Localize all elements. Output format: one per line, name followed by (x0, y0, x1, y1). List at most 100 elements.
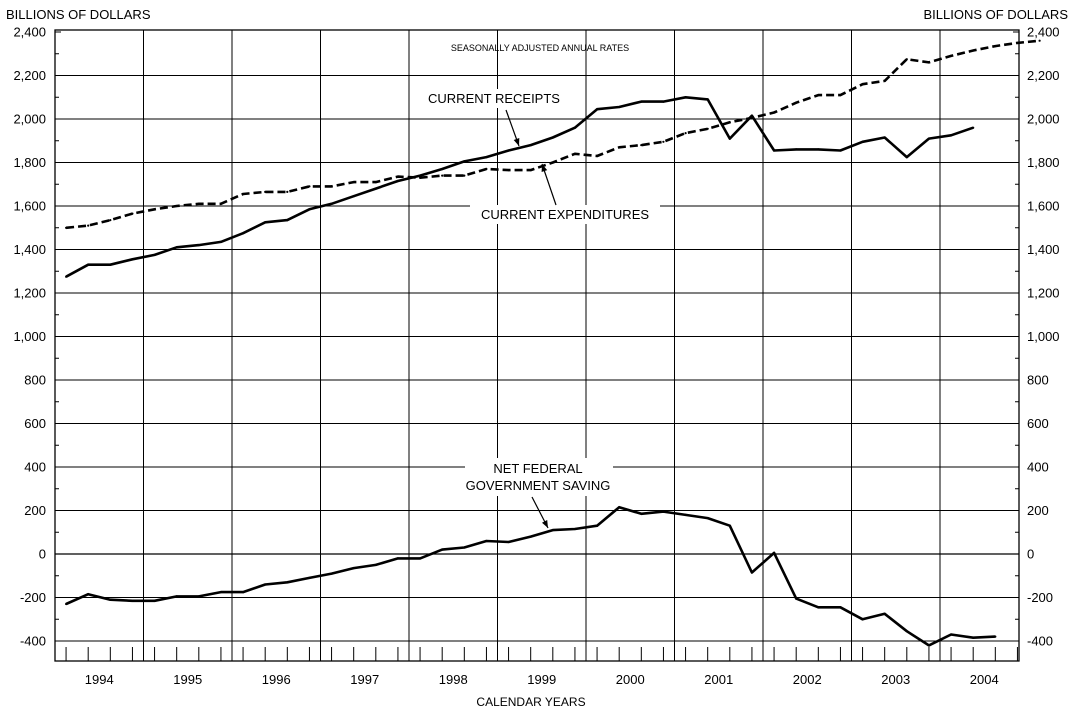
annotation-arrow-receipts-head (513, 138, 520, 146)
data-point-1 (87, 263, 90, 266)
data-point-3 (662, 510, 665, 513)
data-point-1 (109, 263, 112, 266)
data-point-1 (175, 246, 178, 249)
data-point-1 (131, 258, 134, 261)
data-point-1 (972, 126, 975, 129)
y-tick-label-left: 1,400 (13, 242, 46, 257)
data-point-2 (396, 175, 399, 178)
y-tick-label-right: 1,000 (1027, 329, 1060, 344)
data-point-2 (131, 212, 134, 215)
data-point-3 (352, 567, 355, 570)
data-point-1 (551, 136, 554, 139)
data-point-3 (905, 630, 908, 633)
data-point-3 (596, 524, 599, 527)
x-tick-label: 2000 (616, 672, 645, 687)
data-point-2 (994, 45, 997, 48)
data-point-2 (750, 116, 754, 119)
data-point-1 (883, 136, 886, 139)
annotations: CURRENT RECEIPTS CURRENT EXPENDITURES NET … (426, 89, 660, 529)
data-point-1 (684, 96, 687, 99)
data-point-3 (861, 618, 864, 621)
data-point-3 (175, 595, 178, 598)
data-point-2 (352, 181, 355, 184)
data-point-2 (861, 83, 864, 86)
data-point-3 (750, 571, 754, 574)
chart-title: SEASONALLY ADJUSTED ANNUAL RATES (451, 43, 629, 53)
y-axis-label-left: BILLIONS OF DOLLARS (6, 7, 151, 22)
y-tick-label-right: 800 (1027, 373, 1049, 388)
data-point-2 (684, 132, 687, 135)
data-point-3 (795, 597, 798, 600)
y-tick-label-left: 2,400 (13, 25, 46, 40)
data-point-3 (817, 606, 820, 609)
y-tick-label-right: 0 (1027, 547, 1034, 562)
y-tick-label-left: 2,200 (13, 68, 46, 83)
y-tick-label-left: -400 (20, 634, 46, 649)
data-point-1 (485, 156, 488, 159)
data-point-1 (950, 134, 953, 137)
annotation-current-receipts-bg (426, 89, 562, 108)
data-point-2 (485, 167, 488, 171)
data-point-2 (817, 94, 820, 97)
plot-frame (54, 29, 1020, 662)
x-axis-label: CALENDAR YEARS (476, 695, 585, 709)
data-point-2 (153, 208, 156, 211)
data-point-1 (750, 114, 754, 117)
data-point-3 (972, 636, 975, 639)
x-tick-label: 2003 (881, 672, 910, 687)
data-point-3 (927, 644, 931, 647)
data-point-2 (286, 190, 289, 193)
data-point-1 (839, 149, 842, 152)
data-point-2 (308, 185, 311, 188)
axes: -400 -400 -200 -200 0 0 200 200 400 400 600 600 800 8… (13, 25, 1059, 688)
data-point-1 (618, 105, 621, 109)
data-point-3 (419, 557, 422, 560)
x-tick-label: 2004 (970, 672, 999, 687)
data-point-2 (109, 219, 112, 222)
data-point-2 (330, 185, 333, 188)
data-point-3 (640, 512, 643, 515)
y-tick-label-left: 1,800 (13, 155, 46, 170)
y-tick-label-left: 2,000 (13, 112, 46, 127)
data-point-3 (728, 524, 731, 527)
y-tick-label-left: 600 (24, 416, 46, 431)
data-point-3 (131, 599, 134, 602)
data-point-2 (950, 54, 953, 58)
data-point-1 (573, 126, 577, 129)
series-lines (65, 39, 1041, 647)
data-point-2 (596, 154, 599, 158)
annotation-arrow-net-saving-head (542, 520, 548, 528)
data-point-1 (441, 167, 444, 171)
data-point-2 (242, 192, 245, 196)
series-line-3 (65, 505, 996, 647)
data-point-3 (463, 546, 466, 549)
y-tick-label-right: -200 (1027, 590, 1053, 605)
data-point-3 (441, 548, 444, 551)
data-point-2 (507, 169, 510, 172)
data-point-3 (573, 527, 577, 531)
x-tick-label: 2002 (793, 672, 822, 687)
data-point-2 (219, 202, 222, 205)
data-point-3 (286, 581, 289, 584)
x-tick-label: 1996 (262, 672, 291, 687)
data-point-3 (883, 612, 886, 615)
y-tick-label-left: 400 (24, 460, 46, 475)
x-tick-label: 2001 (704, 672, 733, 687)
y-tick-label-left: 1,200 (13, 286, 46, 301)
data-point-3 (950, 633, 953, 636)
data-point-2 (1038, 39, 1041, 42)
y-tick-label-left: 1,600 (13, 199, 46, 214)
data-point-2 (87, 224, 90, 227)
data-point-3 (507, 540, 510, 544)
data-point-1 (905, 156, 908, 159)
data-point-3 (529, 535, 532, 538)
data-point-3 (485, 539, 488, 543)
data-point-1 (219, 240, 222, 243)
y-tick-label-left: 1,000 (13, 329, 46, 344)
data-point-1 (308, 208, 311, 211)
data-point-3 (330, 572, 333, 575)
y-tick-label-right: 200 (1027, 503, 1049, 518)
gridlines (55, 30, 1019, 661)
data-point-2 (640, 144, 643, 147)
y-tick-label-right: 1,600 (1027, 199, 1060, 214)
